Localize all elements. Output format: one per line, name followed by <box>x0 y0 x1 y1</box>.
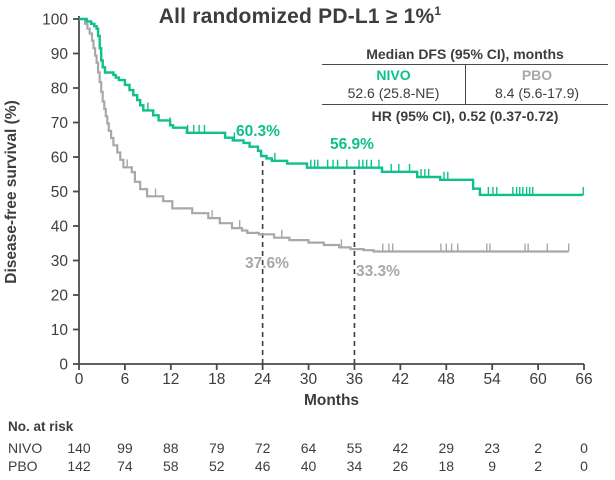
at-risk-count-pbo-42mo: 26 <box>393 458 409 474</box>
at-risk-count-pbo-54mo: 9 <box>488 458 496 474</box>
at-risk-count-nivo-12mo: 88 <box>163 440 179 456</box>
landmark-label-pbo-24mo: 37.6% <box>245 255 289 272</box>
x-tick-label: 66 <box>575 371 592 388</box>
x-tick-label: 36 <box>346 371 363 388</box>
at-risk-count-pbo-66mo: 0 <box>580 458 588 474</box>
at-risk-count-pbo-30mo: 40 <box>301 458 317 474</box>
at-risk-count-pbo-36mo: 34 <box>347 458 363 474</box>
x-tick-label: 54 <box>484 371 502 388</box>
x-tick-label: 42 <box>392 371 409 388</box>
y-tick-label: 20 <box>51 288 69 305</box>
median-dfs-nivo-cell: NIVO 52.6 (25.8-NE) <box>322 65 465 104</box>
at-risk-count-pbo-0mo: 142 <box>67 458 91 474</box>
y-tick-label: 0 <box>59 357 68 374</box>
at-risk-count-pbo-6mo: 74 <box>117 458 133 474</box>
y-tick-label: 50 <box>51 184 69 201</box>
pbo-column-header: PBO <box>521 67 553 83</box>
x-tick-label: 48 <box>438 371 455 388</box>
km-curve-pbo <box>79 17 569 253</box>
at-risk-group-label-nivo: NIVO <box>8 440 42 456</box>
x-tick-label: 30 <box>300 371 318 388</box>
at-risk-count-nivo-6mo: 99 <box>117 440 133 456</box>
at-risk-count-nivo-0mo: 140 <box>67 440 91 456</box>
y-tick-label: 30 <box>51 253 69 270</box>
landmark-label-pbo-36mo: 33.3% <box>356 263 400 280</box>
at-risk-count-nivo-18mo: 79 <box>209 440 225 456</box>
y-tick-label: 90 <box>51 46 69 63</box>
landmark-label-nivo-24mo: 60.3% <box>236 123 280 140</box>
hazard-ratio-row: HR (95% CI), 0.52 (0.37-0.72) <box>371 108 559 124</box>
chart-title-text: All randomized PD-L1 ≥ 1% <box>158 5 435 28</box>
at-risk-count-nivo-30mo: 64 <box>301 440 317 456</box>
at-risk-count-nivo-24mo: 72 <box>255 440 271 456</box>
at-risk-count-nivo-54mo: 23 <box>484 440 500 456</box>
pbo-median-value: 8.4 (5.6-17.9) <box>494 85 580 101</box>
at-risk-count-nivo-42mo: 42 <box>393 440 409 456</box>
at-risk-count-pbo-18mo: 52 <box>209 458 225 474</box>
median-dfs-pbo-cell: PBO 8.4 (5.6-17.9) <box>465 65 608 104</box>
at-risk-group-label-pbo: PBO <box>8 458 38 474</box>
x-tick-label: 0 <box>75 371 84 388</box>
at-risk-count-pbo-24mo: 46 <box>255 458 271 474</box>
at-risk-count-pbo-12mo: 58 <box>163 458 179 474</box>
nivo-median-value: 52.6 (25.8-NE) <box>347 85 440 101</box>
at-risk-count-nivo-36mo: 55 <box>347 440 363 456</box>
y-axis-label: Disease-free survival (%) <box>3 100 20 284</box>
median-dfs-table-columns: NIVO 52.6 (25.8-NE) PBO 8.4 (5.6-17.9) <box>322 65 608 105</box>
x-tick-label: 24 <box>254 371 272 388</box>
at-risk-count-nivo-66mo: 0 <box>580 440 588 456</box>
x-tick-label: 18 <box>208 371 225 388</box>
at-risk-count-nivo-60mo: 2 <box>534 440 542 456</box>
nivo-column-header: NIVO <box>376 67 411 83</box>
chart-title-footnote-marker: 1 <box>434 4 442 18</box>
median-dfs-table: Median DFS (95% CI), months NIVO 52.6 (2… <box>322 45 608 125</box>
y-tick-label: 60 <box>51 150 69 167</box>
x-axis-label: Months <box>304 392 359 409</box>
no-at-risk-title: No. at risk <box>8 419 74 434</box>
chart-title: All randomized PD-L1 ≥ 1%1 <box>60 5 540 29</box>
y-tick-label: 80 <box>51 81 69 98</box>
x-tick-label: 12 <box>162 371 179 388</box>
x-tick-label: 6 <box>121 371 130 388</box>
at-risk-count-nivo-48mo: 29 <box>438 440 454 456</box>
y-tick-label: 70 <box>51 115 69 132</box>
y-tick-label: 100 <box>42 12 68 29</box>
y-tick-label: 40 <box>51 219 69 236</box>
x-tick-label: 60 <box>529 371 547 388</box>
y-tick-label: 10 <box>51 322 69 339</box>
at-risk-count-pbo-48mo: 18 <box>438 458 454 474</box>
landmark-label-nivo-36mo: 56.9% <box>330 136 374 153</box>
km-curve-nivo <box>79 17 584 197</box>
at-risk-count-pbo-60mo: 2 <box>534 458 542 474</box>
median-dfs-table-header: Median DFS (95% CI), months <box>322 45 608 65</box>
